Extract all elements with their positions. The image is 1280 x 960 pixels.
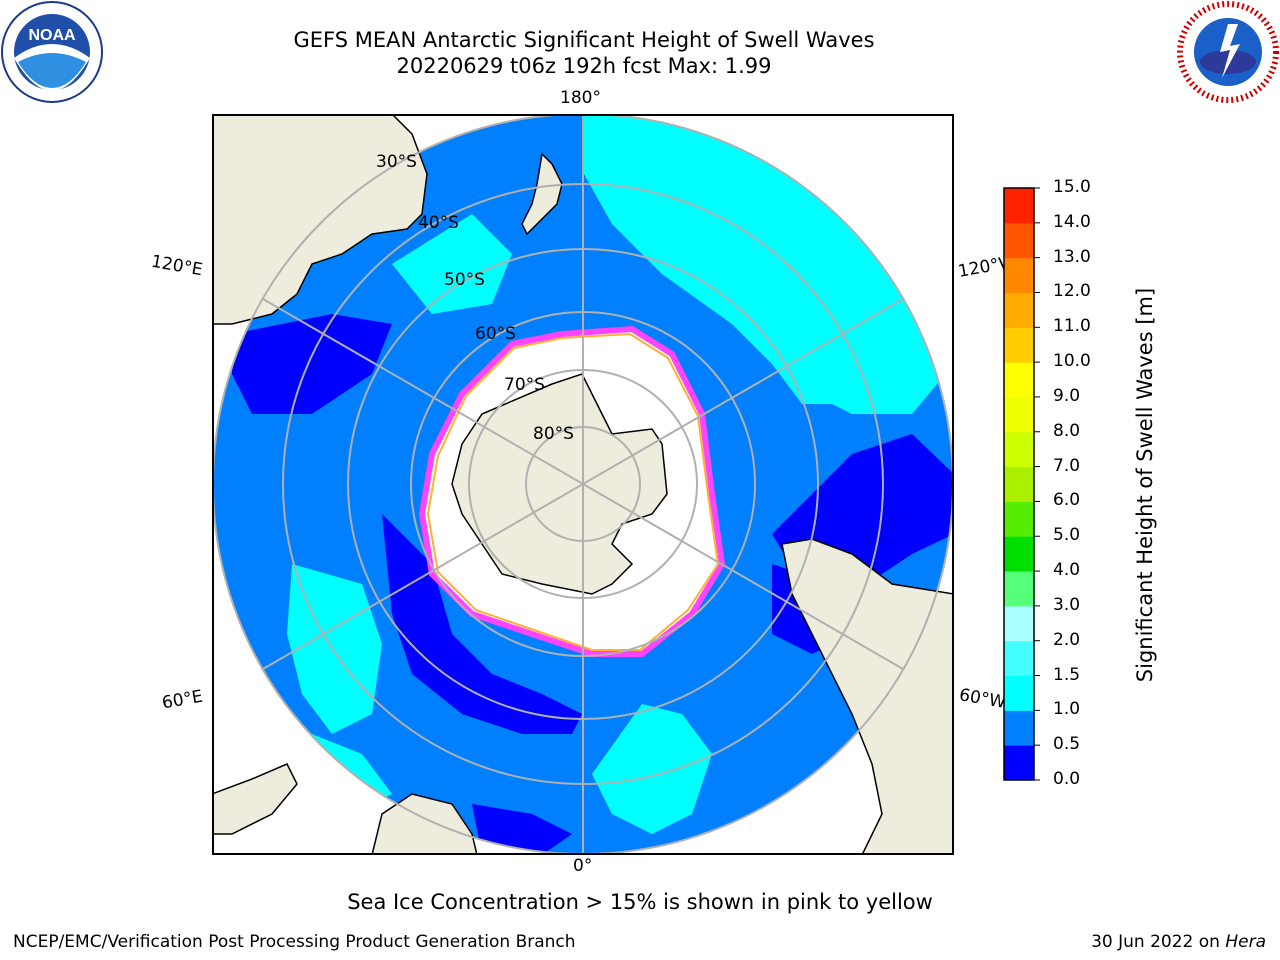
lat-label-60s: 60°S [475, 324, 516, 344]
colorbar-tick-label: 1.0 [1053, 699, 1081, 720]
swell-region-cyan-east [752, 294, 912, 414]
graticule [213, 115, 953, 854]
polar-map [212, 114, 954, 855]
noaa-logo: NOAA [1, 1, 103, 103]
colorbar-segment [1004, 466, 1034, 502]
lat-label-70s: 70°S [504, 375, 545, 395]
lon-label-bottom: 0° [573, 856, 593, 876]
colorbar-tick-label: 11.0 [1053, 316, 1091, 337]
footer-machine: Hera [1225, 932, 1266, 952]
colorbar-segment [1004, 571, 1034, 607]
colorbar-segment [1004, 327, 1034, 363]
colorbar-segment [1004, 431, 1034, 468]
colorbar-tick-label: 1.5 [1053, 664, 1081, 685]
land-africa [371, 793, 478, 854]
swell-region-blue-west [232, 314, 392, 414]
colorbar [1003, 187, 1040, 781]
colorbar-label-text: Significant Height of Swell Waves [m] [1133, 287, 1157, 683]
colorbar-label: Significant Height of Swell Waves [m] [1132, 285, 1158, 685]
colorbar-tick-label: 15.0 [1053, 177, 1091, 197]
colorbar-tick-label: 0.5 [1053, 734, 1081, 755]
colorbar-tick-label: 8.0 [1053, 420, 1081, 441]
chart-title: GEFS MEAN Antarctic Significant Height o… [293, 28, 875, 52]
land-madagascar [213, 763, 298, 835]
footer-branch: NCEP/EMC/Verification Post Processing Pr… [13, 932, 576, 952]
land-new-zealand [521, 152, 563, 236]
colorbar-tick-label: 10.0 [1053, 351, 1091, 372]
colorbar-segment [1004, 396, 1034, 433]
swell-region-cyan-south [592, 704, 712, 834]
colorbar-tick-label: 12.0 [1053, 281, 1091, 302]
nws-logo [1177, 1, 1279, 103]
noaa-logo-text: NOAA [28, 27, 76, 44]
land-antarctica [451, 373, 668, 595]
lat-label-80s: 80°S [533, 424, 574, 444]
colorbar-tick-label: 2.0 [1053, 629, 1081, 650]
colorbar-segment [1004, 222, 1034, 259]
colorbar-segment [1004, 501, 1034, 537]
colorbar-tick-label: 4.0 [1053, 560, 1081, 581]
chart-subtitle: 20220629 t06z 192h fcst Max: 1.99 [396, 54, 772, 78]
sea-ice-note: Sea Ice Concentration > 15% is shown in … [347, 890, 933, 914]
colorbar-tick-label: 9.0 [1053, 385, 1081, 406]
lon-label-lower-left: 60°E [160, 686, 205, 714]
colorbar-tick-label: 6.0 [1053, 490, 1081, 511]
colorbar-segment [1004, 745, 1034, 781]
swell-region-cyan-west [287, 564, 382, 734]
lat-label-50s: 50°S [444, 270, 485, 290]
colorbar-tick-label: 5.0 [1053, 525, 1081, 546]
colorbar-tick-label: 14.0 [1053, 211, 1091, 232]
colorbar-segment [1004, 362, 1034, 398]
colorbar-segment [1004, 605, 1034, 642]
footer-date-text: 30 Jun 2022 on [1091, 932, 1226, 952]
lat-label-30s: 30°S [376, 152, 417, 172]
colorbar-segment [1004, 292, 1034, 328]
colorbar-tick-label: 0.0 [1053, 769, 1081, 789]
colorbar-segment [1004, 257, 1034, 293]
footer-date: 30 Jun 2022 on Hera [1091, 932, 1266, 952]
colorbar-segment [1004, 675, 1034, 711]
lat-label-40s: 40°S [418, 213, 459, 233]
lon-label-upper-left: 120°E [149, 251, 205, 281]
colorbar-tick-label: 7.0 [1053, 455, 1081, 476]
land-south-america [781, 538, 953, 854]
swell-region-cyan-nw [392, 214, 512, 314]
colorbar-segment [1004, 188, 1034, 224]
land-australia [213, 115, 428, 325]
colorbar-segment [1004, 536, 1034, 572]
sea-ice-edge-yellow [426, 332, 720, 651]
colorbar-tick-label: 3.0 [1053, 594, 1081, 615]
colorbar-frame [1003, 187, 1035, 781]
colorbar-tick-label: 13.0 [1053, 246, 1091, 267]
swell-region-blue-south [472, 804, 572, 854]
colorbar-segment [1004, 710, 1034, 746]
colorbar-segment [1004, 640, 1034, 677]
lon-label-top: 180° [560, 88, 601, 108]
